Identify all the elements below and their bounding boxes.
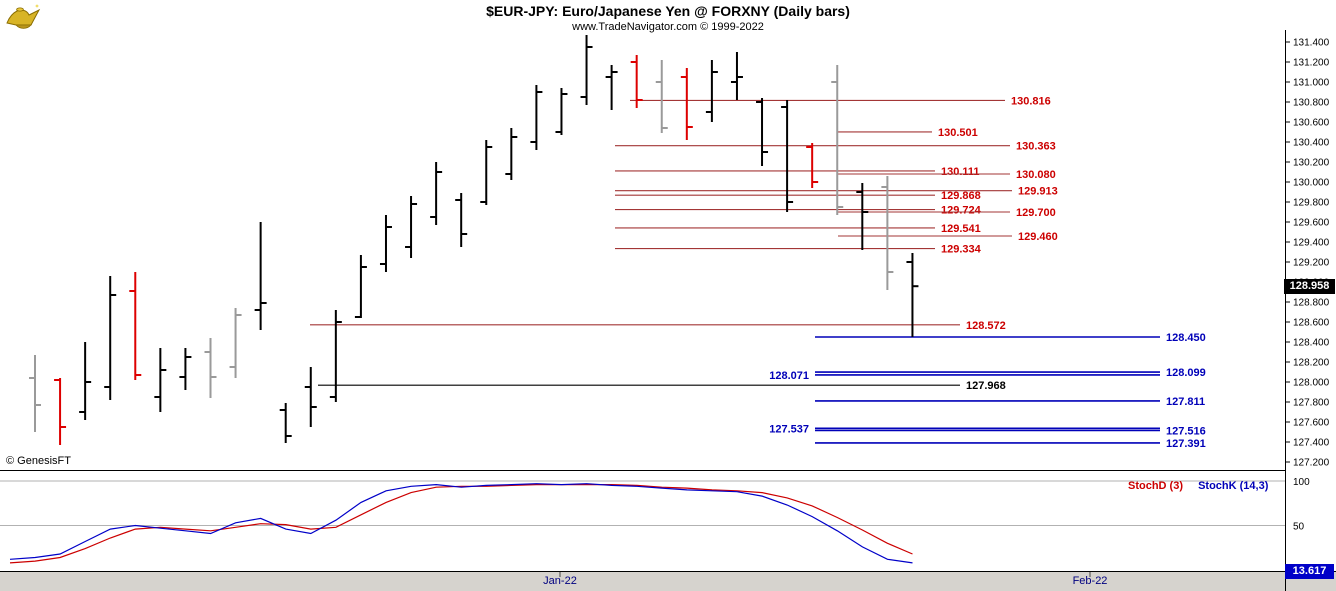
price-tick-label: 129.800 [1293, 198, 1330, 209]
price-tick-label: 129.600 [1293, 218, 1330, 229]
stochk-legend-label[interactable]: StochK (14,3) [1198, 480, 1269, 492]
x-axis-label-feb22: Feb-22 [1072, 575, 1108, 587]
price-tick-label: 131.400 [1293, 38, 1330, 49]
price-tick-label: 131.200 [1293, 58, 1330, 69]
level-price-label: 128.071 [769, 370, 809, 382]
price-tick-label: 128.400 [1293, 338, 1330, 349]
level-price-label: 129.460 [1018, 231, 1058, 243]
chart-title: $EUR-JPY: Euro/Japanese Yen @ FORXNY (Da… [486, 3, 850, 19]
date-axis-strip[interactable] [0, 572, 1336, 591]
price-tick-label: 127.200 [1293, 458, 1330, 469]
level-price-label: 130.363 [1016, 141, 1056, 153]
price-tick-label: 130.200 [1293, 158, 1330, 169]
level-price-label: 127.811 [1166, 396, 1205, 408]
level-price-label: 130.501 [938, 127, 978, 139]
level-price-label: 127.968 [966, 380, 1006, 392]
price-tick-label: 129.200 [1293, 258, 1330, 269]
level-price-label: 129.868 [941, 190, 981, 202]
price-tick-label: 130.000 [1293, 178, 1330, 189]
level-price-label: 130.080 [1016, 169, 1056, 181]
stoch-value-badge: 13.617 [1285, 564, 1334, 579]
level-price-label: 129.541 [941, 223, 981, 235]
level-price-label: 129.700 [1016, 207, 1056, 219]
price-tick-label: 128.000 [1293, 378, 1330, 389]
price-tick-label: 130.800 [1293, 98, 1330, 109]
price-tick-label: 127.400 [1293, 438, 1330, 449]
level-price-label: 127.537 [769, 423, 809, 435]
level-price-label: 130.111 [941, 166, 980, 178]
indicator-legend: StochD (3) StochK (14,3) [1128, 480, 1268, 492]
level-price-label: 128.099 [1166, 367, 1206, 379]
stoch-scale-label: 50 [1293, 522, 1305, 533]
price-tick-label: 130.400 [1293, 138, 1330, 149]
level-price-label: 127.391 [1166, 438, 1206, 450]
x-axis-label-jan22: Jan-22 [543, 575, 577, 587]
stochd-legend-label[interactable]: StochD (3) [1128, 480, 1183, 492]
price-tick-label: 128.600 [1293, 318, 1330, 329]
price-tick-label: 129.400 [1293, 238, 1330, 249]
genesisft-logo-icon [4, 2, 42, 32]
price-tick-label: 128.800 [1293, 298, 1330, 309]
level-price-label: 128.450 [1166, 332, 1206, 344]
level-price-label: 127.516 [1166, 425, 1206, 437]
last-price-badge: 128.958 [1284, 279, 1335, 294]
level-price-label: 129.724 [941, 205, 982, 217]
level-price-label: 129.913 [1018, 186, 1058, 198]
price-tick-label: 128.200 [1293, 358, 1330, 369]
chart-subtitle: www.TradeNavigator.com © 1999-2022 [572, 21, 764, 33]
genesisft-watermark: © GenesisFT [6, 455, 71, 467]
price-tick-label: 127.600 [1293, 418, 1330, 429]
price-tick-label: 131.000 [1293, 78, 1330, 89]
stoch-scale-label: 100 [1293, 477, 1310, 488]
level-price-label: 129.334 [941, 244, 982, 256]
level-price-label: 128.572 [966, 320, 1006, 332]
price-tick-label: 130.600 [1293, 118, 1330, 129]
stochd-line [9, 484, 913, 564]
price-tick-label: 127.800 [1293, 398, 1330, 409]
level-price-label: 130.816 [1011, 95, 1051, 107]
stochk-line [9, 483, 913, 564]
